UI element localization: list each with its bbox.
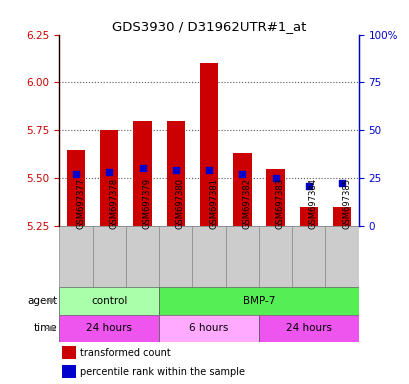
Bar	[166, 121, 184, 226]
Bar	[292, 226, 325, 287]
Point	[172, 167, 179, 173]
Text: time: time	[34, 323, 58, 333]
Point	[205, 167, 212, 173]
Bar	[159, 287, 358, 314]
Bar	[258, 226, 292, 287]
Point	[238, 170, 245, 177]
Title: GDS3930 / D31962UTR#1_at: GDS3930 / D31962UTR#1_at	[112, 20, 306, 33]
Text: GSM697382: GSM697382	[242, 178, 251, 229]
Bar	[225, 226, 258, 287]
Bar	[59, 287, 159, 314]
Bar	[332, 207, 351, 226]
Text: GSM697384: GSM697384	[308, 178, 317, 229]
Bar	[62, 365, 76, 378]
Bar	[200, 63, 218, 226]
Point	[338, 180, 344, 186]
Text: GSM697385: GSM697385	[341, 178, 350, 229]
Bar	[59, 226, 92, 287]
Bar	[266, 169, 284, 226]
Bar	[126, 226, 159, 287]
Point	[106, 169, 112, 175]
Bar	[299, 207, 317, 226]
Bar	[62, 346, 76, 359]
Text: GSM697378: GSM697378	[109, 178, 118, 229]
Bar	[159, 226, 192, 287]
Text: transformed count: transformed count	[80, 348, 171, 358]
Point	[305, 183, 311, 189]
Text: 6 hours: 6 hours	[189, 323, 228, 333]
Bar	[59, 314, 159, 342]
Text: 24 hours: 24 hours	[86, 323, 132, 333]
Text: percentile rank within the sample: percentile rank within the sample	[80, 367, 245, 377]
Text: GSM697380: GSM697380	[175, 178, 184, 229]
Bar	[192, 226, 225, 287]
Bar	[325, 226, 358, 287]
Text: agent: agent	[27, 296, 58, 306]
Text: 24 hours: 24 hours	[285, 323, 331, 333]
Point	[139, 165, 146, 171]
Bar	[133, 121, 151, 226]
Bar	[258, 314, 358, 342]
Text: GSM697379: GSM697379	[142, 178, 151, 229]
Bar	[100, 131, 118, 226]
Point	[272, 175, 278, 181]
Text: control: control	[91, 296, 127, 306]
Bar	[233, 154, 251, 226]
Bar	[92, 226, 126, 287]
Text: GSM697381: GSM697381	[209, 178, 218, 229]
Text: BMP-7: BMP-7	[242, 296, 274, 306]
Point	[73, 170, 79, 177]
Text: GSM697377: GSM697377	[76, 178, 85, 229]
Bar	[159, 314, 258, 342]
Bar	[67, 150, 85, 226]
Text: GSM697383: GSM697383	[275, 178, 284, 229]
